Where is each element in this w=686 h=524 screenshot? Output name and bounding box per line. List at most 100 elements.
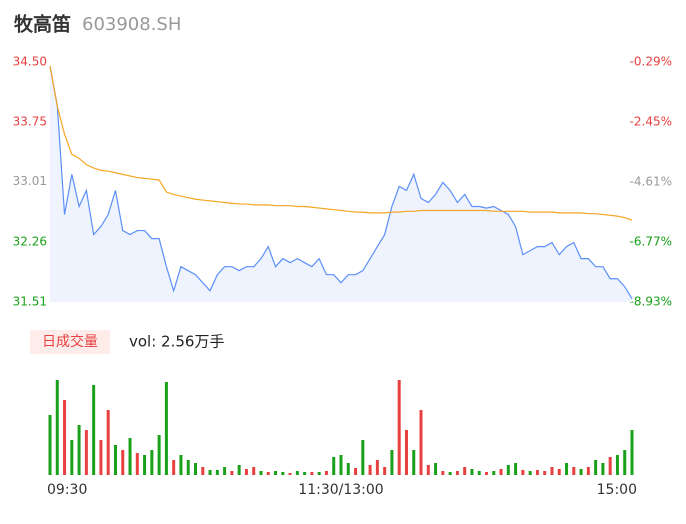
volume-bar: [375, 460, 379, 475]
volume-bar: [419, 410, 423, 475]
y2-tick-label: -8.93%: [630, 295, 672, 309]
volume-bar: [172, 460, 176, 475]
volume-bar: [528, 471, 532, 475]
volume-bar: [339, 455, 343, 475]
volume-bar: [77, 425, 81, 475]
volume-bar: [266, 472, 270, 475]
volume-bar: [579, 469, 583, 475]
volume-bar: [383, 467, 387, 475]
volume-bar: [608, 457, 612, 475]
x-tick-label: 09:30: [47, 482, 87, 498]
volume-bar: [230, 471, 234, 475]
volume-bar: [412, 450, 416, 475]
y2-tick-label: -0.29%: [630, 55, 672, 69]
volume-bar: [113, 445, 117, 475]
volume-title: 日成交量: [42, 333, 98, 350]
volume-bar: [303, 472, 307, 475]
line: [49, 65, 633, 221]
volume-bar: [288, 473, 292, 475]
y-tick-label: 33.75: [13, 115, 47, 129]
volume-bar: [223, 467, 227, 475]
volume-bar: [244, 469, 248, 475]
volume-bar: [535, 470, 539, 475]
volume-bar: [499, 469, 503, 475]
volume-bar: [324, 471, 328, 475]
volume-bar: [164, 382, 168, 475]
volume-bar: [237, 465, 241, 475]
volume-bar: [448, 472, 452, 475]
volume-bar: [317, 472, 321, 475]
price-area: [50, 66, 632, 302]
volume-bar: [463, 467, 467, 475]
volume-bar: [208, 470, 212, 475]
volume-bar: [201, 467, 205, 475]
volume-bar: [615, 455, 619, 475]
volume-bar: [550, 467, 554, 475]
volume-bar: [143, 455, 147, 475]
volume-bar: [354, 468, 358, 475]
volume-bar: [514, 463, 518, 475]
volume-bar: [455, 471, 459, 475]
volume-bar: [557, 469, 561, 475]
volume-bar: [157, 435, 161, 475]
volume-bar: [434, 463, 438, 475]
y2-tick-label: -6.77%: [630, 235, 672, 249]
volume-bar: [565, 463, 569, 475]
volume-bar: [48, 415, 52, 475]
volume-bar: [404, 430, 408, 475]
volume-bar: [477, 471, 481, 475]
y-tick-label: 32.26: [13, 234, 47, 248]
stock-name: 牧高笛: [14, 13, 71, 36]
volume-bar: [128, 438, 132, 475]
volume-bar: [594, 460, 598, 475]
volume-bar: [470, 469, 474, 475]
volume-bar: [390, 450, 394, 475]
volume-bar: [543, 471, 547, 475]
volume-bar: [426, 465, 430, 475]
volume-bar: [281, 472, 285, 475]
volume-bar: [310, 472, 314, 475]
volume-bar: [346, 463, 350, 475]
volume-bar: [259, 471, 263, 475]
volume-bar: [121, 450, 125, 475]
y-tick-label: 33.01: [13, 174, 47, 188]
volume-bar: [186, 460, 190, 475]
volume-bar: [274, 471, 278, 475]
y-tick-label: 34.50: [13, 55, 47, 69]
volume-bar: [70, 440, 74, 475]
x-tick-label: 11:30/13:00: [298, 482, 383, 498]
volume-bar: [215, 470, 219, 475]
volume-bar: [485, 472, 488, 475]
volume-bar: [361, 440, 365, 475]
volume-bar: [99, 440, 103, 475]
x-tick-label: 15:00: [597, 482, 637, 498]
volume-bar: [332, 457, 336, 475]
volume-bar: [252, 467, 256, 475]
volume-bar: [521, 470, 525, 475]
y2-tick-label: -4.61%: [630, 175, 672, 189]
y-tick-label: 31.51: [13, 295, 47, 309]
volume-bar: [135, 453, 139, 475]
volume-bar: [194, 463, 197, 475]
volume-bar: [601, 463, 605, 475]
line: [49, 65, 633, 300]
volume-bar: [586, 467, 590, 475]
volume-bar: [63, 400, 67, 475]
volume-bar: [92, 385, 96, 475]
volume-bar: [572, 467, 576, 475]
stock-code: 603908.SH: [82, 14, 181, 35]
volume-badge: [30, 330, 110, 354]
volume-bar: [506, 465, 510, 475]
volume-bar: [179, 455, 183, 475]
volume-bar: [150, 450, 154, 475]
volume-bar: [84, 430, 88, 475]
volume-bar: [397, 380, 401, 475]
volume-bar: [106, 410, 110, 475]
volume-bar: [623, 450, 627, 475]
volume-bar: [441, 471, 445, 475]
volume-summary: vol: 2.56万手: [129, 333, 224, 351]
volume-bar: [295, 471, 299, 475]
volume-bar: [368, 465, 372, 475]
